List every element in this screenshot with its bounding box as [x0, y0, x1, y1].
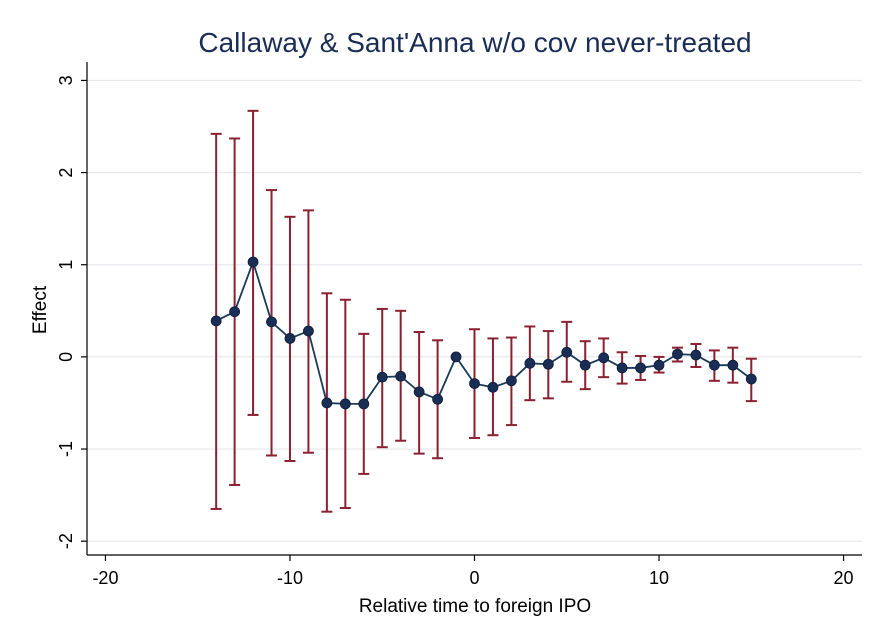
- x-tick-label: 10: [649, 568, 669, 588]
- x-tick-label: 0: [469, 568, 479, 588]
- data-point: [635, 362, 646, 374]
- y-tick-label: -2: [56, 533, 76, 549]
- data-point: [561, 346, 573, 358]
- data-point: [432, 393, 443, 405]
- y-axis-title: Effect: [30, 285, 51, 334]
- y-tick-label: 3: [56, 75, 76, 85]
- data-point: [727, 359, 739, 371]
- data-point: [210, 315, 222, 327]
- data-point: [469, 378, 480, 390]
- y-tick-label: -1: [56, 441, 76, 457]
- data-point: [376, 371, 388, 383]
- data-point: [229, 306, 241, 318]
- data-point: [690, 349, 702, 361]
- plot-background: [87, 62, 862, 555]
- data-point: [413, 386, 425, 398]
- data-point: [303, 325, 314, 337]
- data-point: [598, 352, 610, 364]
- data-point: [672, 348, 683, 360]
- data-point: [524, 357, 536, 369]
- data-point: [266, 316, 277, 328]
- data-point: [247, 256, 259, 268]
- data-point: [358, 398, 370, 410]
- data-point: [506, 375, 517, 387]
- data-point: [339, 398, 351, 410]
- data-point: [395, 370, 407, 382]
- y-tick-label: 2: [56, 168, 76, 178]
- x-tick-label: -20: [92, 568, 118, 588]
- x-tick-label: -10: [277, 568, 303, 588]
- data-point: [579, 359, 591, 371]
- data-point: [321, 397, 333, 409]
- x-tick-label: 20: [834, 568, 854, 588]
- data-point: [653, 359, 665, 371]
- data-point: [284, 333, 296, 344]
- data-point: [450, 351, 462, 363]
- x-axis-title: Relative time to foreign IPO: [359, 596, 591, 617]
- data-point: [542, 358, 554, 370]
- chart-title: Callaway & Sant'Anna w/o cov never-treat…: [198, 27, 751, 58]
- y-tick-label: 0: [56, 352, 76, 362]
- y-tick-label: 1: [56, 260, 76, 270]
- data-point: [745, 373, 757, 385]
- data-point: [616, 362, 628, 374]
- data-point: [708, 359, 720, 371]
- data-point: [487, 381, 499, 393]
